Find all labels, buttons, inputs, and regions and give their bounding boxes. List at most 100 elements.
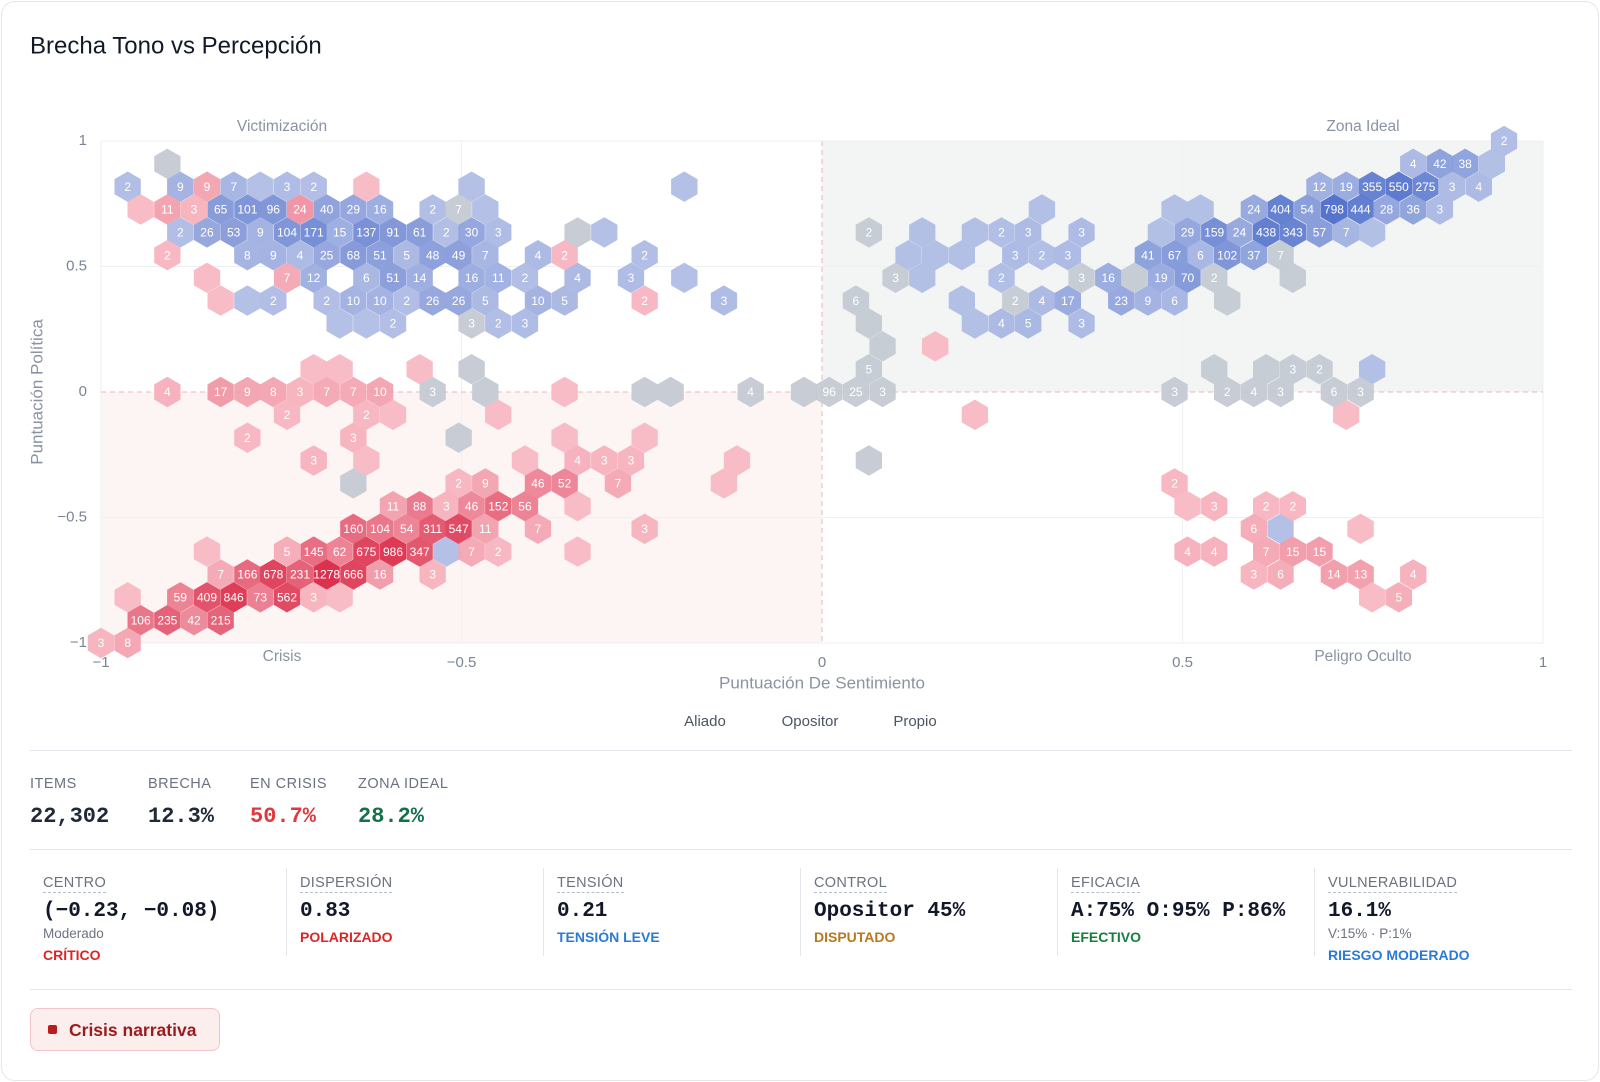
hexbin bbox=[1279, 217, 1306, 248]
hexbin bbox=[353, 536, 380, 567]
hexbin bbox=[564, 262, 591, 293]
hexbin bbox=[340, 559, 367, 590]
hexbin-count: 70 bbox=[1181, 271, 1195, 285]
hexbin-count: 3 bbox=[284, 180, 291, 194]
hexbin-count: 2 bbox=[429, 203, 436, 217]
hexbin-count: 11 bbox=[479, 522, 492, 536]
hexbin bbox=[393, 240, 420, 271]
hexbin-count: 160 bbox=[343, 522, 363, 536]
hexbin bbox=[511, 308, 539, 339]
hexbin-count: 26 bbox=[426, 294, 440, 308]
hexbin-count: 46 bbox=[531, 477, 545, 491]
hexbin-count: 7 bbox=[217, 568, 224, 582]
hexbin bbox=[247, 171, 274, 202]
hexbin bbox=[433, 217, 460, 248]
hexbin bbox=[1134, 285, 1162, 316]
x-tick-label: 0 bbox=[818, 654, 826, 671]
hexbin bbox=[1320, 194, 1348, 225]
hexbin-count: 7 bbox=[284, 271, 291, 285]
hexbin bbox=[1347, 559, 1374, 590]
card-value: 0.21 bbox=[557, 900, 608, 923]
hexbin bbox=[472, 194, 499, 225]
hexbin bbox=[260, 559, 287, 590]
hexbin-count: 3 bbox=[1078, 271, 1085, 285]
hexbin bbox=[366, 240, 394, 271]
hexbin bbox=[1161, 468, 1188, 499]
hexbin-count: 24 bbox=[1247, 203, 1261, 217]
hexbin-count: 1278 bbox=[313, 568, 340, 582]
hexbin bbox=[273, 536, 301, 567]
hexbin bbox=[247, 582, 274, 613]
hexbin bbox=[1385, 171, 1412, 202]
card-divider bbox=[286, 868, 287, 956]
hexbin bbox=[300, 582, 327, 613]
y-tick-label: −1 bbox=[70, 634, 87, 651]
hexbin bbox=[1359, 354, 1386, 385]
hexbin bbox=[260, 376, 287, 408]
hexbin bbox=[1187, 194, 1214, 225]
hexbin-count: 5 bbox=[561, 294, 568, 308]
hexbin-count: 6 bbox=[1251, 522, 1258, 536]
hexbin-count: 19 bbox=[1339, 180, 1353, 194]
hexbin-count: 106 bbox=[131, 613, 151, 627]
hexbin-count: 4 bbox=[747, 385, 754, 399]
hexbin bbox=[1201, 262, 1228, 293]
card-label: CONTROL bbox=[814, 875, 887, 893]
hexbin-count: 17 bbox=[1061, 294, 1075, 308]
hexbin bbox=[671, 262, 698, 293]
hexbin-count: 6 bbox=[1277, 568, 1284, 582]
hexbin bbox=[1174, 536, 1201, 567]
hexbin-count: 54 bbox=[400, 522, 414, 536]
hexbin-count: 2 bbox=[1501, 134, 1508, 148]
quadrant-label: Victimización bbox=[237, 118, 327, 135]
hexbin-count: 2 bbox=[1039, 248, 1046, 262]
hexbin bbox=[1161, 194, 1188, 225]
card-label: TENSIÓN bbox=[557, 875, 624, 893]
hexbin-count: 65 bbox=[214, 203, 228, 217]
hexbin bbox=[1015, 308, 1042, 339]
hexbin bbox=[393, 285, 420, 316]
hexbin bbox=[220, 582, 247, 613]
hexbin bbox=[193, 536, 221, 567]
hexbin bbox=[1240, 513, 1267, 544]
stat-label: ZONA IDEAL bbox=[358, 776, 449, 792]
hexbin-count: 3 bbox=[641, 522, 648, 536]
hexbin bbox=[591, 217, 618, 248]
hexbin bbox=[723, 445, 751, 476]
card-status: TENSIÓN LEVE bbox=[557, 929, 660, 945]
hexbin-count: 3 bbox=[1065, 248, 1072, 262]
hexbin-count: 16 bbox=[465, 271, 479, 285]
hexbin-count: 3 bbox=[1211, 499, 1218, 513]
hexbin-count: 6 bbox=[363, 271, 370, 285]
hexbin bbox=[234, 285, 261, 316]
hexbin bbox=[286, 240, 314, 271]
hexbin bbox=[458, 262, 485, 293]
hexbin bbox=[445, 422, 472, 453]
hexbin bbox=[631, 422, 658, 453]
hexbin bbox=[366, 285, 394, 316]
hexbin bbox=[485, 536, 512, 567]
hexbin bbox=[1240, 194, 1267, 225]
hexbin bbox=[869, 331, 896, 362]
hexbin bbox=[1347, 376, 1374, 408]
hexbin bbox=[524, 513, 552, 544]
card-divider bbox=[543, 868, 544, 956]
hexbin bbox=[671, 171, 698, 202]
hexbin-count: 7 bbox=[455, 203, 462, 217]
hexbin bbox=[445, 513, 472, 544]
hexbin bbox=[1068, 308, 1095, 339]
hexbin bbox=[617, 262, 645, 293]
hexbin bbox=[631, 513, 658, 544]
stat-label: ITEMS bbox=[30, 776, 77, 792]
hexbin-count: 2 bbox=[164, 248, 171, 262]
hexbin-count: 57 bbox=[1313, 226, 1327, 240]
hexbin bbox=[366, 194, 394, 225]
hexbin-count: 2 bbox=[998, 226, 1005, 240]
hexbin bbox=[406, 217, 433, 248]
hexbin bbox=[353, 217, 380, 248]
hexbin bbox=[1359, 582, 1386, 613]
x-tick-label: 1 bbox=[1539, 654, 1547, 671]
hexbin-count: 29 bbox=[1181, 226, 1195, 240]
hexbin bbox=[1426, 148, 1454, 179]
hexbin-count: 10 bbox=[373, 385, 387, 399]
